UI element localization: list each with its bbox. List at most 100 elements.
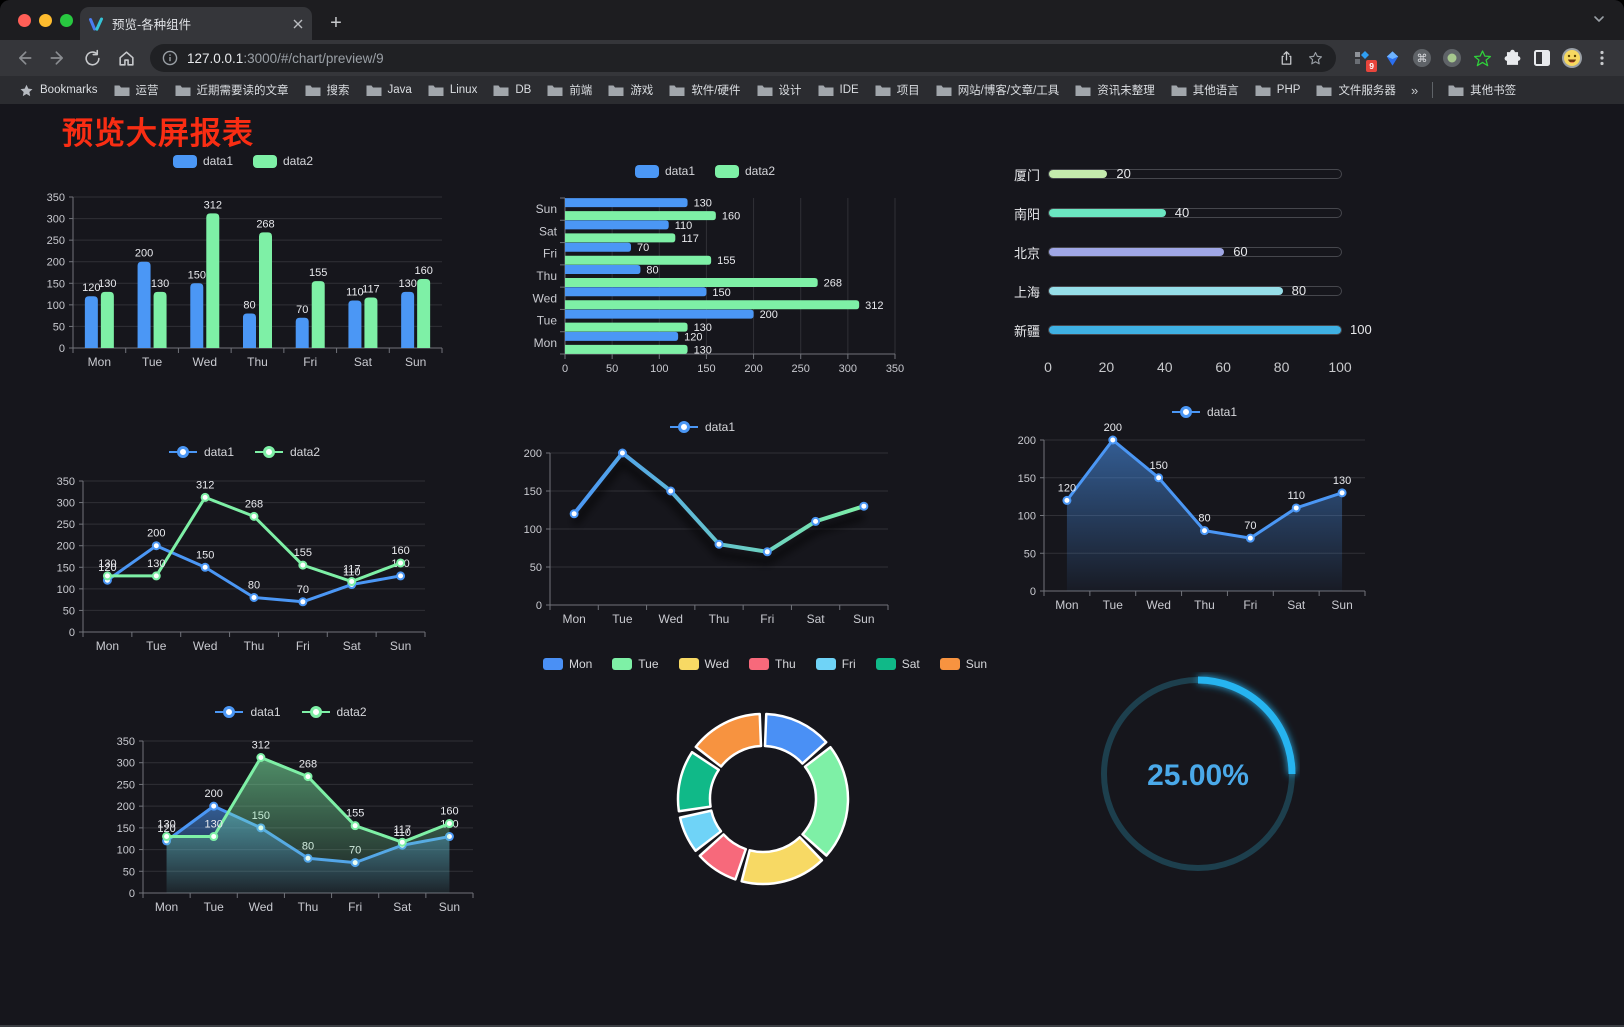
legend-item[interactable]: Thu [749,657,796,671]
extension-recorder-icon[interactable] [1440,46,1464,70]
extension-dark-mode-icon[interactable] [1530,46,1554,70]
bookmarks-manager[interactable]: Bookmarks [12,80,105,101]
svg-text:Thu: Thu [536,269,557,283]
bookmark-folder[interactable]: Java [359,81,419,100]
legend-item[interactable]: data2 [253,154,313,168]
svg-text:130: 130 [205,819,223,831]
legend-item[interactable]: Wed [678,657,729,671]
progress-track: 100 [1048,322,1372,337]
close-window-button[interactable] [18,14,31,27]
bookmark-folder[interactable]: 前端 [540,79,599,101]
bookmarks-overflow-chevron[interactable]: » [1410,82,1419,98]
svg-text:Sun: Sun [405,355,426,369]
legend-item[interactable]: Mon [542,657,592,671]
site-info-icon[interactable] [162,50,178,66]
bookmark-folder[interactable]: DB [486,81,538,100]
bookmark-folder[interactable]: 搜索 [298,79,357,101]
zoom-window-button[interactable] [60,14,73,27]
extension-tag-assistant-icon[interactable]: 9 [1350,46,1377,72]
bookmark-folder[interactable]: 设计 [750,79,809,101]
extension-green-star-icon[interactable] [1470,46,1494,70]
share-icon[interactable] [1278,50,1295,67]
chart-legend: data1 data2 [30,445,458,459]
svg-text:Wed: Wed [193,355,217,369]
svg-text:Tue: Tue [204,900,225,914]
svg-text:130: 130 [694,344,712,356]
svg-text:Sat: Sat [539,224,558,238]
bookmark-folder[interactable]: Linux [421,81,485,100]
progress-track: 60 [1048,244,1342,259]
svg-text:110: 110 [343,567,361,579]
bookmark-folder[interactable]: 其他语言 [1164,79,1246,101]
address-bar[interactable]: 127.0.0.1:3000/#/chart/preview/9 [150,44,1336,72]
svg-text:Sat: Sat [1287,598,1306,612]
legend-item[interactable]: data1 [669,420,735,434]
single-area-chart: 0 50 100 150 200 Mon Tue Wed Thu Fri Sat Sun 120 200 1… [1005,380,1375,620]
svg-text:150: 150 [117,823,135,835]
back-button[interactable] [10,44,38,72]
reload-button[interactable] [78,44,106,72]
extension-emoji-icon[interactable] [1560,46,1584,70]
bookmark-folder[interactable]: IDE [811,81,866,100]
bookmark-folder[interactable]: 游戏 [601,79,660,101]
bookmark-star-icon[interactable] [1307,50,1324,67]
bookmark-folder[interactable]: 软件/硬件 [662,79,747,101]
legend-item[interactable]: data2 [301,705,367,719]
bookmark-folder[interactable]: 近期需要读的文章 [168,79,296,101]
legend-item[interactable]: data1 [1171,405,1237,419]
tab-close-button[interactable] [292,18,304,30]
extension-lamp-icon[interactable] [1380,46,1404,70]
svg-text:70: 70 [637,242,649,254]
series-data2: 130 130 312 268 155 117 160 [157,740,459,893]
svg-text:0: 0 [536,600,542,612]
svg-text:155: 155 [309,267,327,279]
pie-slice-Mon [763,712,828,765]
svg-text:Mon: Mon [562,612,585,626]
legend-item[interactable]: Tue [612,657,659,671]
bookmark-folder[interactable]: 文件服务器 [1309,79,1403,101]
svg-text:160: 160 [440,806,458,818]
progress-bar-chart: 厦门 20 南阳 40 北京 60 上海 80 新疆 100 0 20 40 60 80 100 [998,150,1372,388]
svg-text:Sat: Sat [807,612,826,626]
legend-item[interactable]: data1 [172,154,233,168]
other-bookmarks-folder[interactable]: 其他书签 [1441,79,1523,101]
legend-item[interactable]: Sun [939,657,987,671]
svg-text:Thu: Thu [244,639,265,653]
pie-slice-Tue [801,745,850,857]
progress-track: 80 [1048,283,1342,298]
progress-row: 厦门 20 [998,164,1368,184]
menu-dots-icon[interactable] [1590,46,1614,70]
extensions-puzzle-icon[interactable] [1500,46,1524,70]
legend-item[interactable]: Sat [875,657,920,671]
legend-item[interactable]: data2 [715,164,775,178]
extension-command-icon[interactable]: ⌘ [1410,46,1434,70]
svg-text:268: 268 [299,759,317,771]
svg-text:250: 250 [57,519,75,531]
bookmark-folder[interactable]: 运营 [107,79,166,101]
svg-text:100: 100 [117,845,135,857]
minimize-window-button[interactable] [39,14,52,27]
bookmark-folder[interactable]: PHP [1248,81,1308,100]
pie-slice-Fri [678,809,723,853]
bookmark-folder[interactable]: 项目 [868,79,927,101]
svg-text:Fri: Fri [348,900,362,914]
legend-item[interactable]: data1 [214,705,281,719]
svg-text:0: 0 [129,888,135,900]
new-tab-button[interactable]: + [330,12,342,34]
browser-tab[interactable]: 预览-各种组件 [80,7,312,40]
legend-item[interactable]: data2 [254,445,320,459]
series-data2: 130 130 312 268 155 117 160 [98,479,410,587]
chart-canvas: 0 50 100 150 200 Mon Tue Wed Thu Fri Sat Sun [524,448,889,626]
bookmark-folder[interactable]: 网站/博客/文章/工具 [929,79,1067,101]
home-button[interactable] [112,44,140,72]
forward-button[interactable] [44,44,72,72]
tab-search-chevron-icon[interactable] [1592,12,1606,31]
svg-text:200: 200 [524,448,542,460]
svg-text:70: 70 [296,304,308,316]
legend-item[interactable]: data1 [634,164,695,178]
two-series-line-chart: 0 50 100 150 200 250 300 350 Mon Tue Wed Thu Fri Sat S… [30,425,458,657]
series-data1: 120 200 150 80 70 110 130 [82,248,417,348]
bookmark-folder[interactable]: 资讯未整理 [1068,79,1162,101]
legend-item[interactable]: Fri [815,657,856,671]
legend-item[interactable]: data1 [168,445,234,459]
